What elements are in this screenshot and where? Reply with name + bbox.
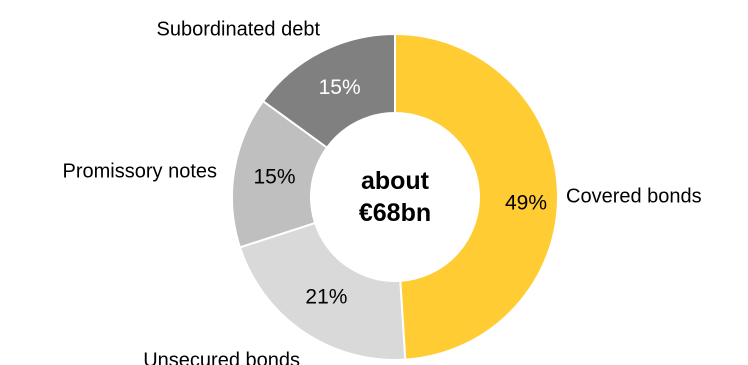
slice-unsecured-bonds bbox=[238, 221, 407, 361]
percent-label-unsecured-bonds: 21% bbox=[305, 285, 347, 308]
slice-category-labels: Covered bonds Unsecured bonds Promissory n… bbox=[63, 18, 702, 365]
percent-label-promissory-notes: 15% bbox=[253, 165, 295, 188]
percent-label-subordinated-debt: 15% bbox=[319, 76, 361, 99]
donut-slices bbox=[231, 32, 559, 361]
percent-label-covered-bonds: 49% bbox=[505, 192, 547, 215]
slice-subordinated-debt bbox=[261, 32, 396, 150]
category-label-subordinated-debt: Subordinated debt bbox=[157, 18, 321, 40]
category-label-unsecured-bonds: Unsecured bonds bbox=[143, 349, 300, 365]
center-label-line-2: €68bn bbox=[359, 199, 431, 227]
category-label-covered-bonds: Covered bonds bbox=[566, 185, 702, 207]
center-label-line-1: about bbox=[361, 167, 430, 195]
slice-percent-labels: 49% 21% 15% 15% bbox=[253, 76, 547, 309]
slice-covered-bonds bbox=[394, 32, 559, 361]
category-label-promissory-notes: Promissory notes bbox=[63, 160, 218, 182]
